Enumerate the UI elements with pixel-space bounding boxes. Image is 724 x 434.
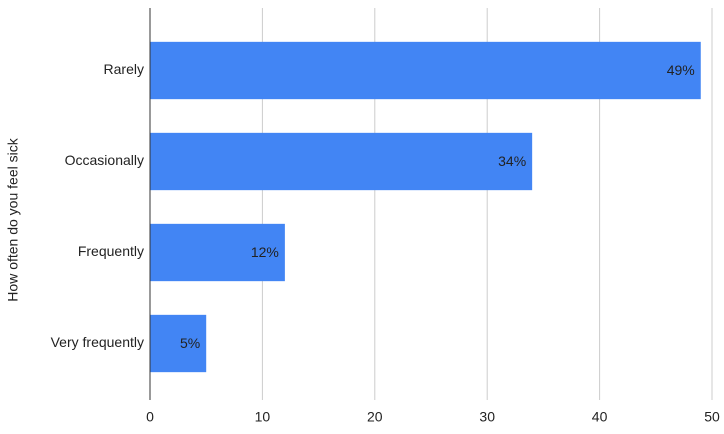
value-label: 12% <box>251 244 279 260</box>
y-tick-label: Frequently <box>78 243 144 259</box>
x-tick-label: 0 <box>146 409 154 425</box>
y-tick-label: Very frequently <box>51 334 144 350</box>
value-label: 34% <box>498 153 526 169</box>
x-tick-label: 30 <box>479 409 495 425</box>
x-tick-label: 20 <box>367 409 383 425</box>
x-tick-label: 10 <box>255 409 271 425</box>
x-tick-label: 40 <box>592 409 608 425</box>
x-tick-label: 50 <box>704 409 720 425</box>
y-tick-label: Occasionally <box>65 152 144 168</box>
bar <box>150 314 207 373</box>
y-axis-title: How often do you feel sick <box>5 137 21 301</box>
bar <box>150 132 533 191</box>
value-label: 49% <box>667 62 695 78</box>
y-tick-label: Rarely <box>104 61 144 77</box>
bar <box>150 41 701 100</box>
bar <box>150 223 285 282</box>
value-label: 5% <box>180 335 200 351</box>
